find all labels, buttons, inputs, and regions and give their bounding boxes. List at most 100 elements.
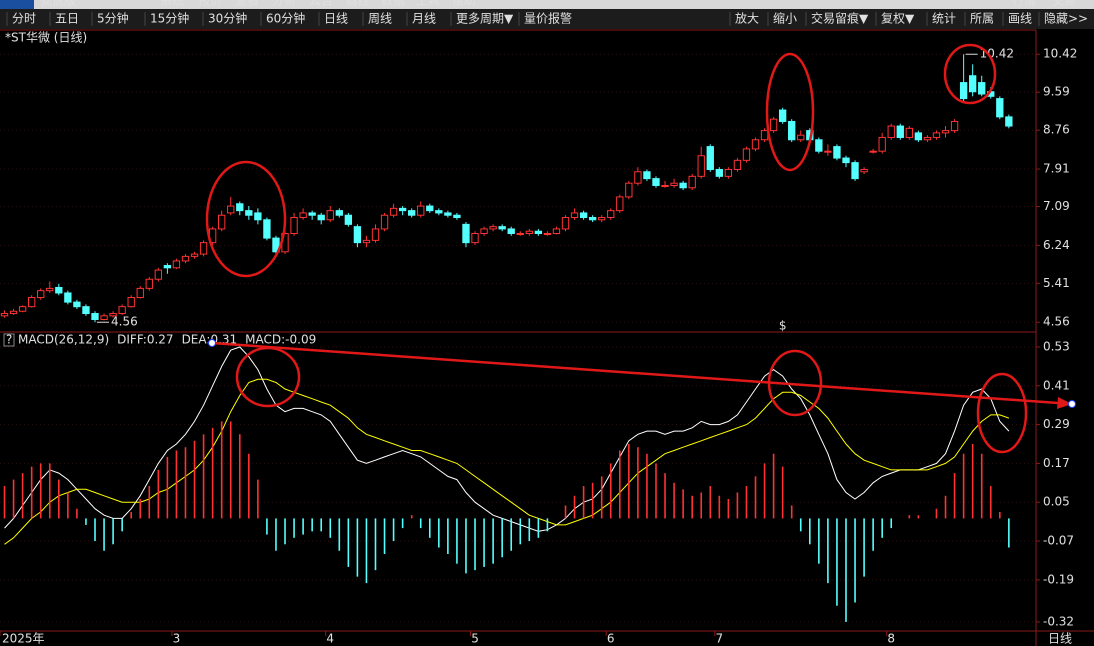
candle-body (688, 175, 696, 189)
menu-item: 帮助 (452, 0, 476, 8)
candle-body (55, 286, 63, 294)
y-tick-label: 0.29 (1043, 417, 1070, 431)
y-tick-label: 9.59 (1043, 85, 1070, 99)
candle-body (46, 287, 54, 292)
candle-body (0, 313, 9, 317)
macd-line (4, 346, 1010, 532)
x-tick-label: 5 (471, 632, 479, 646)
candle-body (715, 168, 723, 177)
candle-body (118, 306, 126, 315)
candle-body (751, 139, 760, 150)
toolbar-button[interactable]: 更多周期▼ (456, 12, 514, 26)
x-tick-label: 8 (887, 632, 895, 646)
menu-item: 数据 (381, 0, 405, 8)
highlight-circle (765, 52, 815, 172)
y-tick-label: 6.24 (1043, 238, 1070, 252)
menu-item: 系统 (160, 0, 184, 8)
candle-body (607, 210, 615, 218)
candle-body (389, 207, 398, 216)
candle-body (163, 265, 172, 269)
menu-item: 查看 (235, 0, 259, 8)
drawings (205, 43, 1076, 454)
toolbar-button[interactable]: 周线 (368, 12, 392, 26)
candle-body (227, 205, 235, 214)
trend-handle (1068, 400, 1076, 408)
candle-body (91, 313, 99, 320)
candle-body (28, 297, 36, 308)
candle-body (652, 178, 660, 186)
toolbar-button[interactable]: 放大 (735, 11, 759, 26)
candle-body (480, 228, 488, 235)
legend-name: DIFF: (117, 333, 147, 347)
candle-body (788, 120, 796, 141)
toolbar-button[interactable]: 画线 (1008, 12, 1032, 26)
candle-body (869, 150, 877, 153)
candle-body (769, 118, 778, 132)
candle-body (978, 82, 986, 95)
toolbar-button[interactable]: 所属 (970, 12, 994, 26)
x-tick-label: 6 (607, 632, 615, 646)
candle-body (362, 239, 371, 244)
candle-body (996, 98, 1004, 118)
candle-body (733, 159, 742, 170)
candle-body (272, 237, 280, 253)
toolbar-button[interactable]: 日线 (324, 12, 348, 26)
candle-body (923, 136, 932, 141)
candle-body (453, 214, 461, 218)
candle-body (263, 219, 271, 239)
toolbar-button[interactable]: 量价报警 (524, 11, 572, 26)
y-tick-label: 0.05 (1043, 495, 1070, 509)
toolbar-button[interactable]: 五日 (55, 12, 79, 26)
candle-body (236, 203, 244, 212)
highlight-circle (205, 160, 287, 278)
y-tick-label: 0.53 (1043, 339, 1070, 353)
menu-item: 报价 (198, 0, 222, 8)
candle-body (679, 182, 687, 189)
toolbar-button[interactable]: 统计 (932, 12, 956, 26)
candle-body (127, 297, 135, 308)
y-tick-label: -0.19 (1043, 572, 1074, 586)
highlight-circle (976, 372, 1028, 454)
candle-body (706, 146, 714, 170)
candle-body (760, 130, 769, 141)
candle-body (724, 168, 733, 177)
candle-body (833, 146, 841, 159)
menu-item: 交易 (1052, 0, 1076, 8)
help-box (3, 333, 15, 347)
candle-body (561, 217, 570, 230)
trend-line (211, 341, 1073, 406)
menu-bar (0, 0, 1094, 9)
candle-body (444, 212, 452, 216)
candle-body (516, 233, 524, 236)
candle-body (190, 253, 199, 257)
candle-body (625, 182, 633, 198)
toolbar-button[interactable]: 复权▼ (881, 12, 915, 26)
toolbar-button[interactable]: 缩小 (773, 11, 797, 26)
y-tick-label: -0.32 (1043, 614, 1074, 628)
candle-body (616, 196, 624, 212)
candle-body (299, 212, 307, 219)
toolbar-button[interactable]: 交易留痕▼ (811, 11, 869, 26)
toolbar-button[interactable]: 隐藏>> (1044, 12, 1088, 26)
candle-body (64, 292, 72, 303)
candle-body (914, 132, 923, 141)
candle-body (172, 260, 181, 269)
candle-body (941, 130, 950, 134)
candle-body (507, 228, 515, 235)
menu-item: 公告 (309, 0, 333, 8)
menu-item: 安信版 (40, 0, 76, 8)
candle-body (290, 217, 298, 235)
candle-body (18, 306, 27, 312)
toolbar-button[interactable]: 15分钟 (150, 11, 189, 26)
candle-body (245, 210, 253, 216)
toolbar-button[interactable]: 月线 (412, 12, 436, 26)
toolbar-button[interactable]: 30分钟 (208, 11, 247, 26)
candle-body (73, 301, 81, 308)
indicator-title: MACD(26,12,9) (18, 333, 109, 347)
toolbar-button[interactable]: 分时 (12, 12, 36, 26)
candle-body (9, 310, 18, 315)
toolbar-button[interactable]: 5分钟 (97, 11, 129, 26)
toolbar-button[interactable]: 60分钟 (266, 11, 305, 26)
